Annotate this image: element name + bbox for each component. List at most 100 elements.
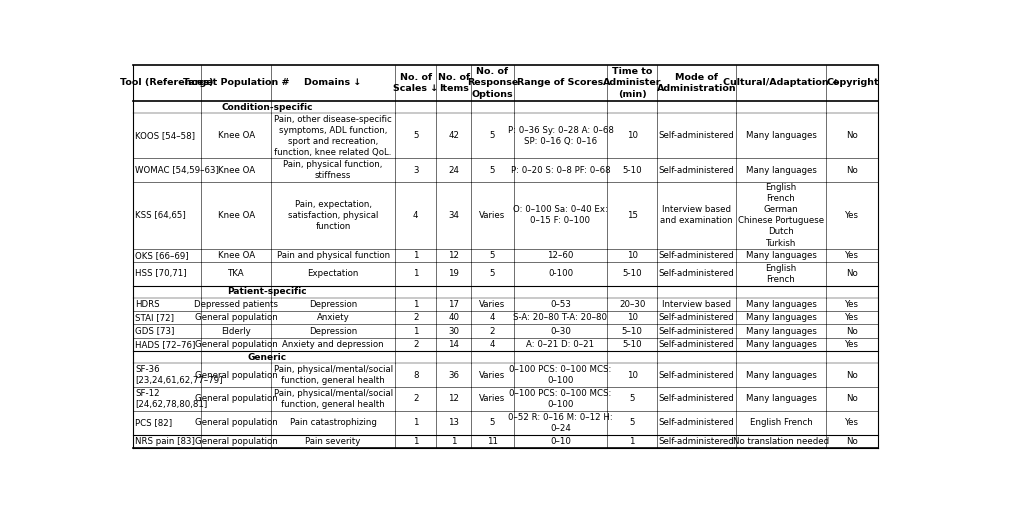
Text: Pain severity: Pain severity <box>306 437 361 446</box>
Bar <box>133 311 878 325</box>
Text: Varies: Varies <box>480 300 505 309</box>
Text: 30: 30 <box>448 327 459 336</box>
Text: KSS [64,65]: KSS [64,65] <box>135 211 186 220</box>
Text: Yes: Yes <box>846 313 859 322</box>
Bar <box>133 101 878 113</box>
Text: Knee OA: Knee OA <box>218 250 255 260</box>
Text: No. of
Scales ↓: No. of Scales ↓ <box>393 73 438 93</box>
Text: No: No <box>847 269 858 278</box>
Text: 1: 1 <box>451 437 456 446</box>
Text: 0–10: 0–10 <box>551 437 571 446</box>
Text: 10: 10 <box>627 370 638 379</box>
Text: 0-100: 0-100 <box>547 269 573 278</box>
Text: Many languages: Many languages <box>746 340 816 349</box>
Text: No: No <box>847 327 858 336</box>
Text: Copyright: Copyright <box>826 79 879 87</box>
Text: 5: 5 <box>490 269 495 278</box>
Bar <box>133 387 878 411</box>
Text: General population: General population <box>194 370 278 379</box>
Bar <box>133 248 878 262</box>
Text: Self-administered: Self-administered <box>659 340 735 349</box>
Text: Interview based: Interview based <box>662 300 731 309</box>
Text: 1: 1 <box>413 437 419 446</box>
Text: Self-administered: Self-administered <box>659 370 735 379</box>
Text: Self-administered: Self-administered <box>659 327 735 336</box>
Text: Yes: Yes <box>846 211 859 220</box>
Text: Depressed patients: Depressed patients <box>194 300 278 309</box>
Text: Yes: Yes <box>846 419 859 427</box>
Text: WOMAC [54,59–63]: WOMAC [54,59–63] <box>135 166 219 175</box>
Text: English
French
German
Chinese Portuguese
Dutch
Turkish: English French German Chinese Portuguese… <box>738 183 824 247</box>
Text: No: No <box>847 437 858 446</box>
Text: Pain and physical function: Pain and physical function <box>277 250 390 260</box>
Text: Varies: Varies <box>480 395 505 403</box>
Text: 13: 13 <box>448 419 459 427</box>
Text: 4: 4 <box>413 211 419 220</box>
Text: Yes: Yes <box>846 340 859 349</box>
Text: Many languages: Many languages <box>746 300 816 309</box>
Text: 5: 5 <box>490 250 495 260</box>
Bar <box>133 262 878 286</box>
Text: 1: 1 <box>630 437 635 446</box>
Text: 0–30: 0–30 <box>551 327 571 336</box>
Text: Pain, physical/mental/social
function, general health: Pain, physical/mental/social function, g… <box>274 389 393 409</box>
Text: Depression: Depression <box>309 327 357 336</box>
Text: OKS [66–69]: OKS [66–69] <box>135 250 188 260</box>
Text: No. of
Response
Options: No. of Response Options <box>466 68 518 99</box>
Text: 10: 10 <box>627 313 638 322</box>
Bar <box>133 286 878 298</box>
Text: 12: 12 <box>448 395 459 403</box>
Text: 3: 3 <box>413 166 419 175</box>
Text: General population: General population <box>194 313 278 322</box>
Text: Many languages: Many languages <box>746 131 816 140</box>
Text: 24: 24 <box>448 166 459 175</box>
Text: General population: General population <box>194 437 278 446</box>
Text: English
French: English French <box>766 264 796 284</box>
Text: Time to
Administer
(min): Time to Administer (min) <box>603 68 662 99</box>
Text: Self-administered: Self-administered <box>659 166 735 175</box>
Text: General population: General population <box>194 340 278 349</box>
Text: Self-administered: Self-administered <box>659 395 735 403</box>
Text: 1: 1 <box>413 419 419 427</box>
Text: 1: 1 <box>413 300 419 309</box>
Text: NRS pain [83]: NRS pain [83] <box>135 437 194 446</box>
Bar <box>133 325 878 338</box>
Bar <box>133 113 878 158</box>
Text: Self-administered: Self-administered <box>659 437 735 446</box>
Text: 40: 40 <box>448 313 459 322</box>
Text: 0–100 PCS: 0–100 MCS:
0–100: 0–100 PCS: 0–100 MCS: 0–100 <box>509 389 611 409</box>
Text: STAI [72]: STAI [72] <box>135 313 174 322</box>
Text: PCS [82]: PCS [82] <box>135 419 172 427</box>
Text: 1: 1 <box>413 269 419 278</box>
Text: 4: 4 <box>490 313 495 322</box>
Text: 11: 11 <box>487 437 498 446</box>
Bar <box>133 338 878 351</box>
Text: 5: 5 <box>490 131 495 140</box>
Text: GDS [73]: GDS [73] <box>135 327 174 336</box>
Text: 5-10: 5-10 <box>623 269 642 278</box>
Text: Self-administered: Self-administered <box>659 313 735 322</box>
Text: Many languages: Many languages <box>746 327 816 336</box>
Text: P: 0–20 S: 0–8 PF: 0–68: P: 0–20 S: 0–8 PF: 0–68 <box>510 166 610 175</box>
Text: Pain, other disease-specific
symptoms, ADL function,
sport and recreation,
funct: Pain, other disease-specific symptoms, A… <box>275 114 392 157</box>
Text: Depression: Depression <box>309 300 357 309</box>
Text: 2: 2 <box>490 327 495 336</box>
Text: 5-10: 5-10 <box>623 166 642 175</box>
Text: HDRS: HDRS <box>135 300 159 309</box>
Text: SF-36
[23,24,61,62,77–79]: SF-36 [23,24,61,62,77–79] <box>135 365 222 385</box>
Text: 5: 5 <box>413 131 419 140</box>
Text: 12–60: 12–60 <box>547 250 573 260</box>
Text: Self-administered: Self-administered <box>659 269 735 278</box>
Text: 12: 12 <box>448 250 459 260</box>
Text: Varies: Varies <box>480 370 505 379</box>
Text: Range of Scores: Range of Scores <box>518 79 604 87</box>
Text: Pain, physical function,
stiffness: Pain, physical function, stiffness <box>284 160 383 180</box>
Text: TKA: TKA <box>228 269 245 278</box>
Bar <box>133 65 878 101</box>
Text: 2: 2 <box>413 340 419 349</box>
Text: Yes: Yes <box>846 300 859 309</box>
Text: No: No <box>847 166 858 175</box>
Text: 5-10: 5-10 <box>623 340 642 349</box>
Text: 10: 10 <box>627 131 638 140</box>
Text: 36: 36 <box>448 370 459 379</box>
